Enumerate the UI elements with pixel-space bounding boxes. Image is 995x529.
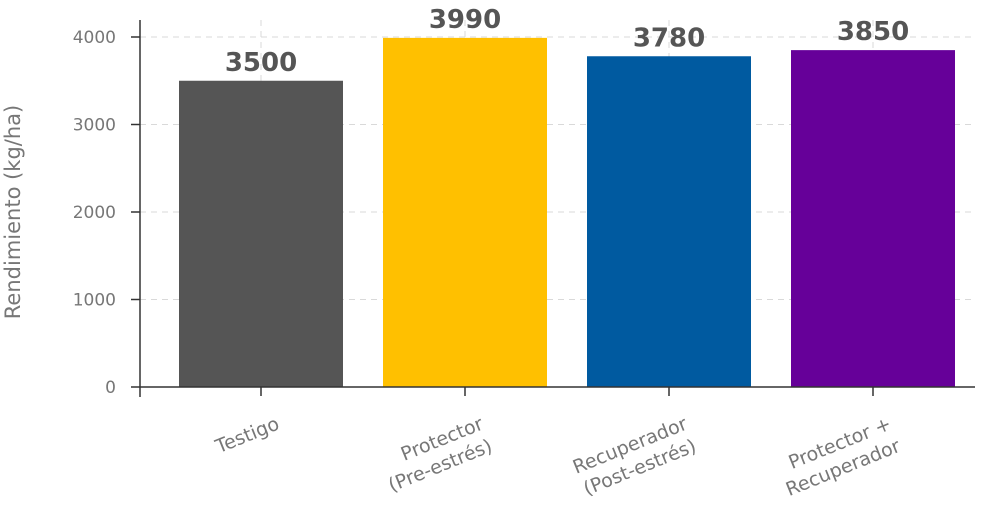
x-tick-label: Recuperador(Post-estrés)	[570, 413, 700, 501]
data-label: 3990	[429, 5, 501, 35]
y-axis-label: Rendimiento (kg/ha)	[1, 105, 25, 319]
bar	[179, 80, 343, 387]
x-tick-label: Testigo	[212, 413, 283, 459]
y-tick-label: 2000	[73, 203, 116, 223]
data-label: 3500	[225, 48, 297, 78]
bars	[179, 37, 955, 387]
bar	[383, 37, 547, 387]
data-label: 3780	[633, 23, 705, 53]
y-tick-label: 3000	[73, 116, 116, 136]
y-tick-label: 4000	[73, 28, 116, 48]
bar	[791, 50, 955, 387]
x-tick-label-line: Testigo	[212, 413, 283, 459]
data-label: 3850	[837, 17, 909, 47]
y-tick-label: 0	[105, 378, 116, 398]
y-tick-label: 1000	[73, 291, 116, 311]
axes	[131, 20, 975, 397]
x-tick-label: Protector +Recuperador	[774, 413, 904, 501]
bar	[587, 56, 751, 387]
x-tick-label: Protector(Pre-estrés)	[376, 413, 495, 497]
